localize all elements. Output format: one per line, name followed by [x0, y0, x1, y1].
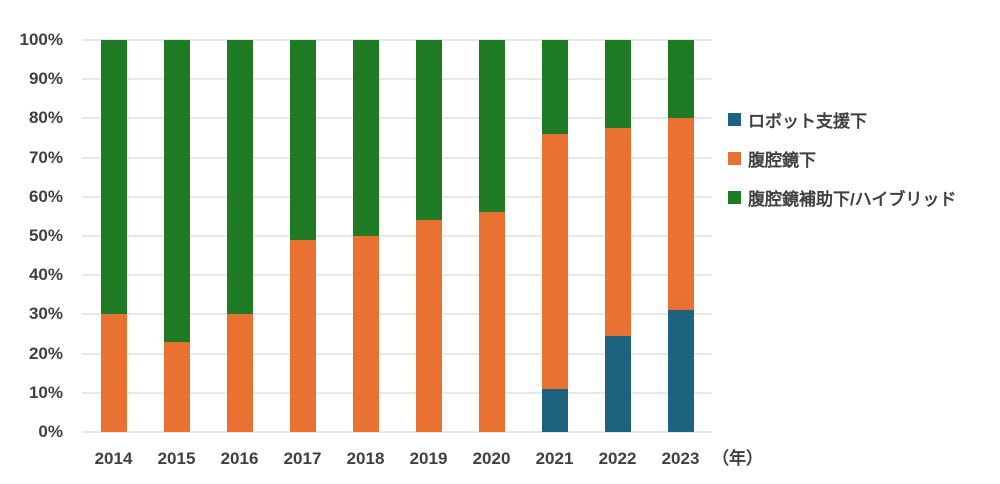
y-tick-label: 40%	[28, 265, 63, 285]
bar-segment	[163, 341, 190, 432]
bar-segment	[163, 40, 190, 342]
bar-segment	[289, 239, 316, 432]
x-tick-label: 2017	[283, 449, 322, 468]
bar-segment	[541, 40, 568, 135]
legend: ロボット支援下 腹腔鏡下腹腔鏡補助下/ハイブリッド	[728, 109, 956, 226]
bar-segment	[667, 40, 694, 119]
x-tick-label: 2022	[598, 449, 637, 468]
legend-item: 腹腔鏡下	[728, 148, 956, 170]
y-axis: 0% 10% 20% 30% 40% 50% 60% 70% 80% 90% 100%	[0, 30, 66, 441]
bar-segment	[100, 314, 127, 432]
bar-segment	[352, 236, 379, 432]
x-tick-label: 2020	[472, 449, 511, 468]
gridline	[82, 156, 712, 159]
x-axis-unit-label: （年）	[712, 449, 763, 468]
bar-segment	[667, 118, 694, 311]
gridline	[82, 313, 712, 316]
legend-swatch-icon	[728, 152, 741, 165]
bar-segment	[604, 128, 631, 336]
x-axis: 2014 2015 2016 2017 2018 2019 2020 2021 2022 2023	[82, 447, 712, 473]
bar-segment	[541, 134, 568, 389]
gridline	[82, 235, 712, 237]
y-tick-label: 100%	[19, 30, 63, 49]
y-tick-label: 20%	[28, 343, 63, 363]
bar-segment	[478, 212, 505, 432]
legend-item: ロボット支援下	[728, 109, 956, 131]
bar-segment	[226, 314, 253, 432]
x-tick-label: 2018	[346, 449, 385, 468]
x-tick-label: 2019	[409, 449, 448, 468]
gridline	[82, 274, 712, 277]
y-tick-label: 10%	[28, 382, 63, 402]
gridline	[82, 39, 712, 41]
bar-segment	[100, 40, 127, 315]
y-tick-label: 30%	[28, 304, 63, 324]
legend-swatch-icon	[728, 191, 741, 204]
x-tick-label: 2014	[94, 449, 133, 468]
bar-segment	[226, 40, 253, 315]
gridline	[82, 195, 712, 198]
gridline	[82, 352, 712, 355]
y-tick-label: 80%	[28, 108, 63, 128]
y-tick-label: 90%	[28, 69, 63, 89]
y-tick-label: 70%	[28, 147, 63, 167]
legend-swatch-icon	[728, 113, 741, 126]
x-tick-label: 2023	[661, 449, 700, 468]
legend-label: 腹腔鏡補助下/ハイブリッド	[748, 190, 957, 209]
legend-item: 腹腔鏡補助下/ハイブリッド	[728, 187, 957, 209]
bar-segment	[604, 335, 631, 432]
bar-segment	[667, 310, 694, 432]
y-tick-label: 50%	[28, 226, 63, 245]
bar-segment	[604, 40, 631, 129]
bar-segment	[415, 220, 442, 432]
legend-label: ロボット支援下	[748, 112, 867, 131]
plot-area	[82, 39, 712, 433]
bar-segment	[415, 40, 442, 221]
y-tick-label: 0%	[38, 422, 63, 441]
legend-label: 腹腔鏡下	[748, 151, 816, 170]
y-tick-label: 60%	[28, 186, 63, 206]
gridline	[82, 391, 712, 394]
x-tick-label: 2015	[157, 449, 196, 468]
x-tick-label: 2021	[535, 449, 574, 468]
gridline	[82, 78, 712, 81]
x-tick-label: 2016	[220, 449, 259, 468]
gridline	[82, 431, 712, 433]
gridline	[82, 117, 712, 120]
bar-segment	[289, 40, 316, 240]
bar-segment	[478, 40, 505, 213]
bar-segment	[352, 40, 379, 236]
bar-segment	[541, 388, 568, 432]
